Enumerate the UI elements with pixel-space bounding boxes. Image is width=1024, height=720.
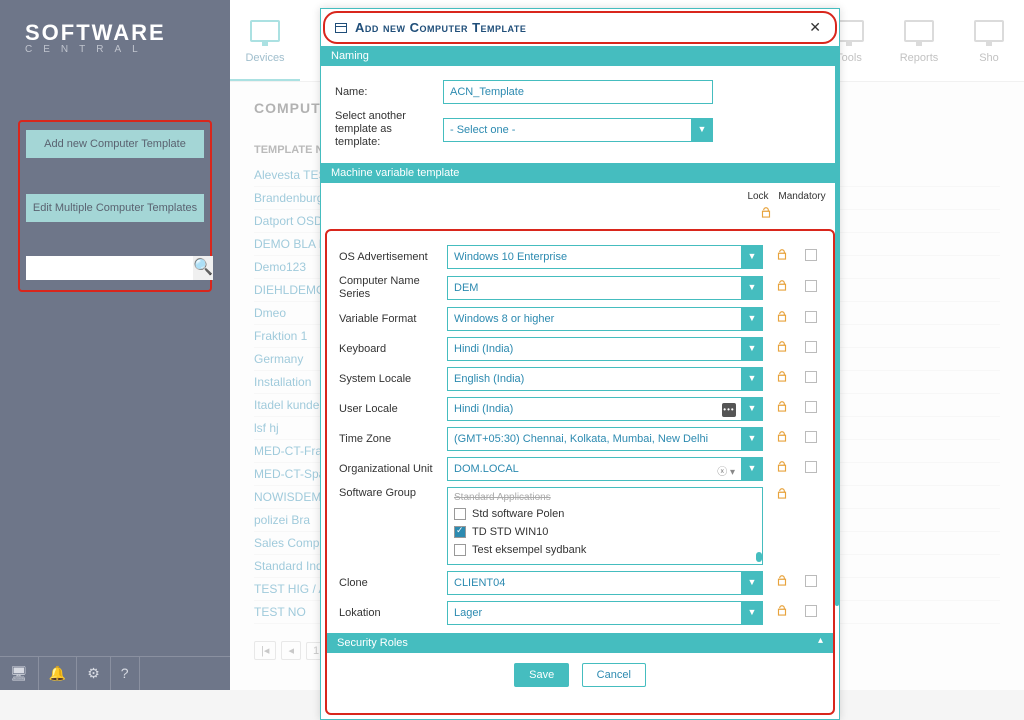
chevron-down-icon[interactable]: ▼ <box>691 118 713 142</box>
lock-cname[interactable] <box>773 279 791 298</box>
lock-open-icon[interactable] <box>759 206 773 220</box>
lock-syslocale[interactable] <box>773 370 791 389</box>
chevron-down-icon[interactable]: ▼ <box>741 367 763 391</box>
modal-title: Add new Computer Template <box>355 20 805 35</box>
label-keyboard: Keyboard <box>339 343 447 356</box>
chevron-down-icon[interactable]: ▼ <box>741 571 763 595</box>
col-mandatory: Mandatory <box>773 191 831 202</box>
label-lokation: Lokation <box>339 607 447 620</box>
tz-dropdown[interactable]: (GMT+05:30) Chennai, Kolkata, Mumbai, Ne… <box>447 427 741 451</box>
sw-check-3[interactable] <box>454 544 466 556</box>
clear-icon[interactable]: ⓧ ▾ <box>717 462 735 481</box>
window-icon <box>335 23 347 33</box>
label-os: OS Advertisement <box>339 251 447 264</box>
mand-tz[interactable] <box>805 430 821 448</box>
varfmt-dropdown[interactable]: Windows 8 or higher <box>447 307 741 331</box>
chevron-down-icon[interactable]: ▼ <box>741 307 763 331</box>
sidebar-search-input[interactable] <box>26 256 193 280</box>
sw-strike: Standard Applications <box>454 492 756 503</box>
keyboard-dropdown[interactable]: Hindi (India) <box>447 337 741 361</box>
close-icon[interactable]: ✕ <box>805 19 825 36</box>
modal-body: Naming Name: Select another template as … <box>321 46 839 715</box>
label-name: Name: <box>335 86 443 98</box>
lock-userlocale[interactable] <box>773 400 791 419</box>
cname-dropdown[interactable]: DEM <box>447 276 741 300</box>
edit-templates-button[interactable]: Edit Multiple Computer Templates <box>26 194 204 222</box>
mand-varfmt[interactable] <box>805 310 821 328</box>
sw-check-2[interactable] <box>454 526 466 538</box>
mand-lokation[interactable] <box>805 604 821 622</box>
software-group-box: Standard Applications Std software Polen… <box>447 487 763 565</box>
chevron-down-icon[interactable]: ▼ <box>741 337 763 361</box>
logo-line1: SOFTWARE <box>25 20 230 46</box>
more-icon[interactable]: ••• <box>722 403 736 417</box>
os-dropdown[interactable]: Windows 10 Enterprise <box>447 245 741 269</box>
userlocale-dropdown[interactable]: Hindi (India)••• <box>447 397 741 421</box>
sw-scroll-thumb[interactable] <box>756 552 762 562</box>
chevron-down-icon[interactable]: ▼ <box>741 245 763 269</box>
naming-form: Name: Select another template as templat… <box>321 66 839 163</box>
label-cname: Computer Name Series <box>339 275 447 301</box>
section-naming: Naming <box>321 46 839 66</box>
name-input[interactable] <box>443 80 713 104</box>
lock-os[interactable] <box>773 248 791 267</box>
lock-keyboard[interactable] <box>773 340 791 359</box>
sw-check-1[interactable] <box>454 508 466 520</box>
machine-form-header: Lock Mandatory <box>321 183 839 225</box>
modal-actions: Save Cancel <box>339 653 821 697</box>
clone-dropdown[interactable]: CLIENT04 <box>447 571 741 595</box>
syslocale-dropdown[interactable]: English (India) <box>447 367 741 391</box>
label-clone: Clone <box>339 577 447 590</box>
bell-icon[interactable]: 🔔 <box>39 657 77 690</box>
logo-line2: CENTRAL <box>25 44 230 55</box>
add-template-modal: Add new Computer Template ✕ Naming Name:… <box>320 8 840 720</box>
help-icon[interactable]: ? <box>111 657 140 690</box>
label-swgroup: Software Group <box>339 487 447 499</box>
label-userlocale: User Locale <box>339 403 447 416</box>
app-logo: SOFTWARE CENTRAL <box>0 0 230 65</box>
search-icon[interactable]: 🔍 <box>193 256 213 280</box>
sidebar-search: 🔍 <box>26 256 204 280</box>
save-button[interactable]: Save <box>514 663 569 687</box>
lock-ou[interactable] <box>773 460 791 479</box>
label-varfmt: Variable Format <box>339 313 447 326</box>
sidebar-actions: Add new Computer Template Edit Multiple … <box>18 120 212 292</box>
chevron-down-icon[interactable]: ▼ <box>741 457 763 481</box>
mand-os[interactable] <box>805 248 821 266</box>
section-machine: Machine variable template <box>321 163 839 183</box>
select-other-dropdown[interactable]: - Select one - <box>443 118 691 142</box>
gear-icon[interactable]: ⚙ <box>77 657 111 690</box>
ou-dropdown[interactable]: DOM.LOCALⓧ ▾ <box>447 457 741 481</box>
modal-header: Add new Computer Template ✕ <box>323 11 837 44</box>
monitor-icon[interactable]: 🖥 <box>0 657 39 690</box>
sidebar-footer: 🖥 🔔 ⚙ ? <box>0 656 230 690</box>
chevron-down-icon[interactable]: ▼ <box>741 397 763 421</box>
lock-lokation[interactable] <box>773 604 791 623</box>
chevron-down-icon[interactable]: ▼ <box>741 427 763 451</box>
label-syslocale: System Locale <box>339 373 447 386</box>
section-security[interactable]: Security Roles <box>327 633 833 653</box>
cancel-button[interactable]: Cancel <box>582 663 646 687</box>
left-sidebar: SOFTWARE CENTRAL Add new Computer Templa… <box>0 0 230 690</box>
label-select-other: Select another template as template: <box>335 110 443 149</box>
add-template-button[interactable]: Add new Computer Template <box>26 130 204 158</box>
mand-ou[interactable] <box>805 460 821 478</box>
mand-cname[interactable] <box>805 279 821 297</box>
mand-keyboard[interactable] <box>805 340 821 358</box>
label-tz: Time Zone <box>339 433 447 446</box>
label-ou: Organizational Unit <box>339 463 447 476</box>
mand-syslocale[interactable] <box>805 370 821 388</box>
chevron-down-icon[interactable]: ▼ <box>741 276 763 300</box>
machine-variables-box: OS Advertisement Windows 10 Enterprise ▼… <box>325 229 835 715</box>
lock-swgroup[interactable] <box>773 487 791 506</box>
chevron-down-icon[interactable]: ▼ <box>741 601 763 625</box>
lock-tz[interactable] <box>773 430 791 449</box>
lokation-dropdown[interactable]: Lager <box>447 601 741 625</box>
col-lock: Lock <box>743 191 773 202</box>
mand-userlocale[interactable] <box>805 400 821 418</box>
lock-clone[interactable] <box>773 574 791 593</box>
mand-clone[interactable] <box>805 574 821 592</box>
lock-varfmt[interactable] <box>773 310 791 329</box>
